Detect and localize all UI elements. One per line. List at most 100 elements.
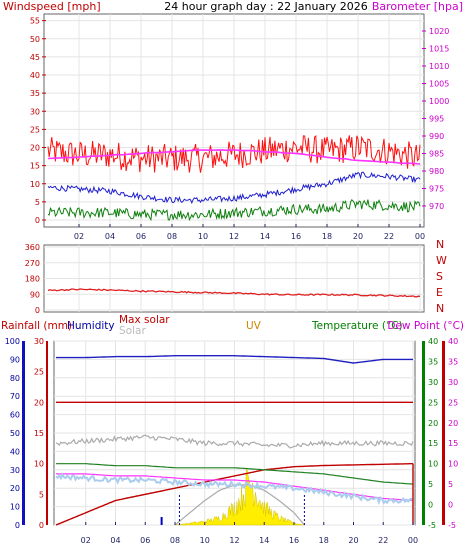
y-tick-label-temp: 20 xyxy=(428,419,438,428)
solar-trace-line xyxy=(55,434,414,449)
compass-label: S xyxy=(436,270,443,283)
y-tick-label-wind: 15 xyxy=(30,162,40,171)
y-tick-label-temp: 10 xyxy=(428,460,438,469)
temperature-label: Temperature (°C) xyxy=(311,320,403,332)
x-tick-label: 20 xyxy=(348,536,358,545)
y-tick-label-humidity: 0 xyxy=(15,521,20,530)
y-tick-label-rain: 5 xyxy=(39,490,44,499)
x-tick-label: 06 xyxy=(136,232,146,241)
y-tick-label-direction: 180 xyxy=(25,275,40,284)
barometer-line xyxy=(47,148,421,165)
x-tick-label: 08 xyxy=(167,232,177,241)
panel-wind-axes: 0510152025303540455055970975980985990995… xyxy=(30,17,450,241)
x-tick-label: 00 xyxy=(415,232,425,241)
y-tick-label-wind: 20 xyxy=(30,144,40,153)
y-tick-label-humidity: 20 xyxy=(10,484,20,493)
y-tick-label-direction: 270 xyxy=(25,259,40,268)
y-tick-label-baro: 995 xyxy=(429,115,444,124)
low_wind-line xyxy=(47,198,421,222)
humidity-label: Humidity xyxy=(67,320,115,332)
y-tick-label-baro: 990 xyxy=(429,132,444,141)
y-tick-label-dew: 10 xyxy=(448,460,458,469)
gust-line xyxy=(47,134,421,173)
wind-direction-line xyxy=(47,288,421,298)
y-tick-label-humidity: 60 xyxy=(10,411,20,420)
solar-radiation-area xyxy=(174,469,305,526)
y-tick-label-wind: 10 xyxy=(30,180,40,189)
y-tick-label-humidity: 70 xyxy=(10,392,20,401)
y-tick-label-rain: 25 xyxy=(34,368,44,377)
y-tick-label-baro: 1000 xyxy=(429,97,449,106)
x-tick-label: 20 xyxy=(353,232,363,241)
y-tick-label-rain: 30 xyxy=(34,337,44,346)
y-tick-label-baro: 975 xyxy=(429,185,444,194)
rainfall-label: Rainfall (mm) xyxy=(1,320,72,332)
y-tick-label-temp: 35 xyxy=(428,357,438,366)
solar-label: Solar xyxy=(119,325,146,337)
rainfall-line xyxy=(55,463,413,526)
x-tick-label: 22 xyxy=(384,232,394,241)
rain-axis-bar xyxy=(46,341,48,525)
y-tick-label-humidity: 10 xyxy=(10,503,20,512)
y-tick-label-temp: 40 xyxy=(428,337,438,346)
y-tick-label-baro: 980 xyxy=(429,167,444,176)
y-tick-label-direction: 90 xyxy=(30,290,40,299)
x-tick-label: 22 xyxy=(378,536,388,545)
y-tick-label-baro: 1005 xyxy=(429,80,449,89)
y-tick-label-baro: 1010 xyxy=(429,62,449,71)
y-tick-label-humidity: 90 xyxy=(10,355,20,364)
y-tick-label-temp: -5 xyxy=(428,521,436,530)
y-tick-label-dew: 20 xyxy=(448,419,458,428)
y-tick-label-wind: 40 xyxy=(30,71,40,80)
y-tick-label-dew: 35 xyxy=(448,357,458,366)
max-solar-label: Max solar xyxy=(119,314,170,326)
temperature-line xyxy=(56,463,414,485)
y-tick-label-wind: 45 xyxy=(30,53,40,62)
y-tick-label-dew: 30 xyxy=(448,378,458,387)
x-tick-label: 18 xyxy=(319,536,329,545)
panel-rain-temp-grid xyxy=(54,340,415,526)
y-tick-label-dew: 5 xyxy=(448,480,453,489)
dew-point-label: Dew Point (°C) xyxy=(387,320,464,332)
compass-label: N xyxy=(436,238,444,251)
y-tick-label-humidity: 40 xyxy=(10,447,20,456)
y-tick-label-dew: 25 xyxy=(448,398,458,407)
x-tick-label: 02 xyxy=(74,232,84,241)
x-tick-label: 04 xyxy=(110,536,120,545)
y-tick-label-temp: 0 xyxy=(428,501,433,510)
x-tick-label: 16 xyxy=(289,536,299,545)
x-tick-label: 10 xyxy=(200,536,210,545)
y-tick-label-wind: 5 xyxy=(35,198,40,207)
y-tick-label-rain: 0 xyxy=(39,521,44,530)
humidity-line xyxy=(56,355,413,364)
y-tick-label-direction: 0 xyxy=(35,306,40,315)
x-tick-label: 14 xyxy=(260,232,270,241)
y-tick-label-temp: 15 xyxy=(428,439,438,448)
x-tick-label: 00 xyxy=(408,536,418,545)
x-tick-label: 12 xyxy=(229,536,239,545)
y-tick-label-dew: -5 xyxy=(448,521,456,530)
y-tick-label-rain: 15 xyxy=(34,429,44,438)
y-tick-label-dew: 15 xyxy=(448,439,458,448)
left-axis-title: Windspeed [mph] xyxy=(3,0,101,13)
x-tick-label: 16 xyxy=(291,232,301,241)
x-tick-label: 10 xyxy=(198,232,208,241)
y-tick-label-humidity: 80 xyxy=(10,374,20,383)
uv-label: UV xyxy=(246,320,262,332)
y-tick-label-humidity: 50 xyxy=(10,429,20,438)
temp-axis-bar xyxy=(422,341,425,525)
x-tick-label: 18 xyxy=(322,232,332,241)
y-tick-label-baro: 970 xyxy=(429,202,444,211)
wind-chill-line xyxy=(55,472,414,505)
y-tick-label-direction: 360 xyxy=(25,243,40,252)
y-tick-label-wind: 55 xyxy=(30,17,40,26)
compass-label: W xyxy=(436,254,447,267)
y-tick-label-wind: 0 xyxy=(35,216,40,225)
avg_wind-line xyxy=(47,171,421,205)
y-tick-label-dew: 40 xyxy=(448,337,458,346)
y-tick-label-wind: 25 xyxy=(30,125,40,134)
